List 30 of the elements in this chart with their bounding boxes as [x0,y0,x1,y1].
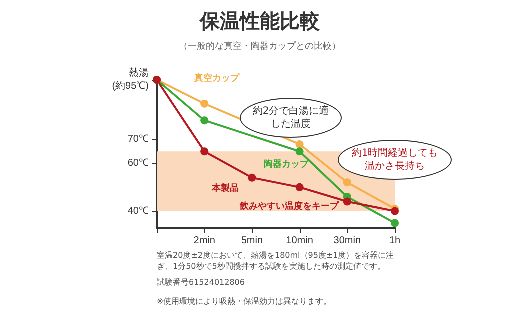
speech-bubble: 約2分で白湯に適した温度 [240,98,342,138]
point [296,148,304,156]
point [248,174,256,182]
point [391,207,399,216]
point [343,178,352,187]
x-tick-label: 10min [286,236,314,246]
text: 試験番号61524012806 [157,277,245,288]
point [200,100,209,108]
point [200,116,209,125]
chart-subtitle: （一般的な真空・陶器カップとの比較） [178,40,342,53]
text: ※使用環境により吸熱・保温効力は異なります。 [157,296,332,307]
text: 室温20度±2度において、熱湯を180ml（95度±1度）を容器に注ぎ、1分50秒で5秒間攪拌する試験を実施した時の測定値です。 [157,250,396,272]
annotation: 飲みやすい温度をキープ [240,200,339,213]
series-label: 本製品 [212,184,240,195]
point [343,198,352,206]
chart-title: 保温性能比較 [198,8,321,35]
point [391,219,399,228]
point [200,148,209,156]
y-tick-label: 70℃ [128,134,149,146]
x-tick-label: 30min [334,236,362,246]
speech-bubble: 約1時間経過しても温かさ長持ち [338,140,452,180]
y-tick-label: 60℃ [128,158,149,170]
y-tick-label: 熱湯 (約95℃) [112,67,149,92]
y-tick-label: 40℃ [128,206,149,217]
x-tick-label: 1h [389,236,401,246]
x-tick-label: 2min [194,236,216,246]
x-tick-label: 5min [241,236,264,246]
point [296,140,304,148]
series-label: 真空カップ [194,74,240,85]
point [296,183,304,192]
